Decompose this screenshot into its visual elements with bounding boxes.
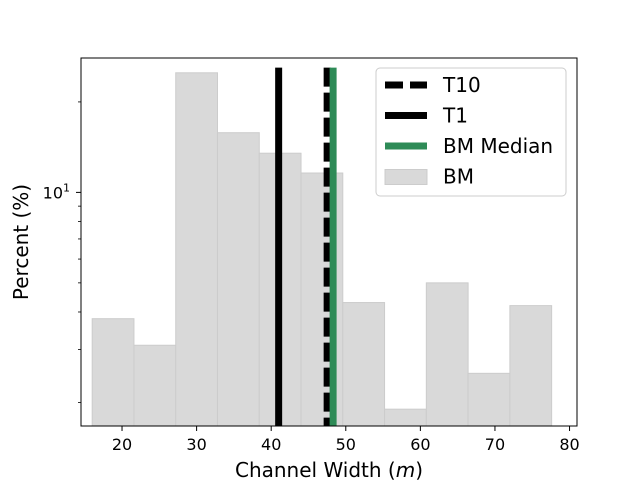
y-axis-label: Percent (%) bbox=[9, 184, 33, 300]
x-tick-label: 50 bbox=[336, 435, 356, 454]
x-axis-label: Channel Width (m) bbox=[235, 458, 423, 480]
plot-frame bbox=[80, 57, 578, 427]
legend-label-bm: BM bbox=[443, 165, 474, 189]
histogram-bar-1 bbox=[91, 318, 135, 427]
x-tick-label: 30 bbox=[186, 435, 206, 454]
y-axis-ticks: 101 bbox=[43, 101, 81, 403]
histogram-bar-11 bbox=[509, 305, 553, 427]
histogram-bar-10 bbox=[467, 372, 511, 427]
y-tick-label: 101 bbox=[43, 181, 70, 202]
reference-lines bbox=[275, 67, 337, 426]
histogram-bar-4 bbox=[216, 132, 260, 427]
legend-label-t1: T1 bbox=[442, 104, 468, 128]
legend-frame bbox=[375, 67, 567, 197]
x-tick-label: 40 bbox=[261, 435, 281, 454]
x-tick-label: 70 bbox=[485, 435, 505, 454]
x-tick-label: 80 bbox=[559, 435, 579, 454]
histogram-bar-7 bbox=[342, 302, 386, 427]
histogram-bar-8 bbox=[384, 408, 427, 427]
histogram-bar-3 bbox=[175, 72, 218, 427]
legend: T10 T1 BM Median BM bbox=[375, 67, 567, 197]
legend-label-t10: T10 bbox=[442, 73, 481, 97]
x-axis-ticks: 20 30 40 50 60 70 80 bbox=[112, 426, 580, 454]
legend-swatch-bm bbox=[384, 169, 428, 185]
x-tick-label: 60 bbox=[410, 435, 430, 454]
histogram-bar-2 bbox=[133, 344, 177, 427]
x-tick-label: 20 bbox=[112, 435, 132, 454]
legend-label-bm-median: BM Median bbox=[443, 134, 553, 158]
histogram-bar-9 bbox=[425, 282, 469, 427]
